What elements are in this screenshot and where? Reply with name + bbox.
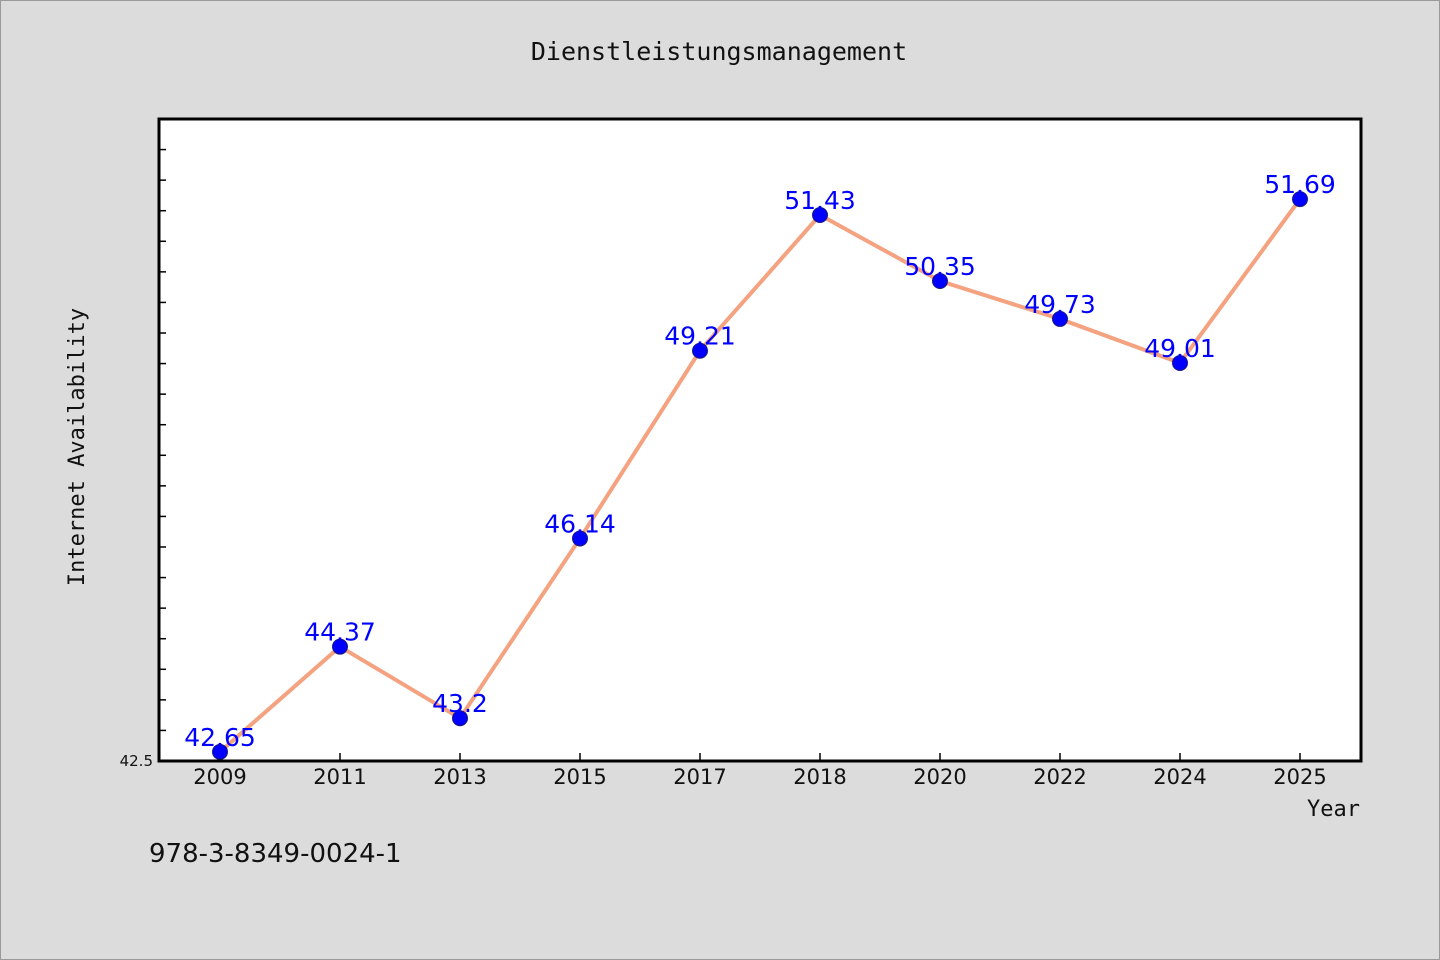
data-point	[572, 530, 588, 547]
x-tick-label: 2018	[793, 765, 846, 789]
data-point	[812, 206, 828, 223]
x-axis-label: Year	[1307, 797, 1360, 822]
data-label: 49.01	[1144, 334, 1216, 363]
x-tick-label: 2022	[1033, 765, 1086, 789]
series-layer: 42.65 44.37 43.2 46.14 49.21 51.43 50.35 49.73 4…	[184, 170, 1336, 760]
plot-border	[157, 117, 1363, 763]
x-tick-label: 2015	[553, 765, 606, 789]
data-label: 42.65	[184, 723, 256, 752]
data-point	[1052, 310, 1068, 327]
footnote-isbn: 978-3-8349-0024-1	[149, 839, 402, 869]
x-tick-label: 2024	[1153, 765, 1206, 789]
chart-title: Dienstleistungsmanagement	[531, 37, 907, 66]
data-label: 51.69	[1264, 170, 1336, 199]
data-point	[932, 273, 948, 290]
x-tick-label: 2025	[1273, 765, 1326, 789]
data-label: 50.35	[904, 252, 976, 281]
x-tick-label: 2013	[433, 765, 486, 789]
x-tick-label: 2011	[313, 765, 366, 789]
y-axis-label: Internet Availability	[65, 308, 90, 586]
plot-area	[159, 119, 1361, 761]
data-label: 49.21	[664, 322, 736, 351]
x-tick-label: 2009	[193, 765, 246, 789]
x-axis-ticks: 2009 2011 2013 2015 2017 2018 2020 2022 2024 2025	[193, 753, 1327, 789]
data-point	[1172, 354, 1188, 371]
data-point	[212, 743, 228, 760]
data-label: 49.73	[1024, 290, 1096, 319]
y-tick-label-min: 42.5	[120, 752, 153, 770]
data-point	[452, 710, 468, 727]
x-tick-label: 2020	[913, 765, 966, 789]
x-tick-label: 2017	[673, 765, 726, 789]
data-point	[332, 638, 348, 655]
data-label: 46.14	[544, 509, 616, 538]
data-label: 43.2	[432, 689, 488, 718]
data-label: 44.37	[304, 618, 376, 647]
data-label: 51.43	[784, 186, 856, 215]
series-line	[218, 197, 1302, 754]
data-point	[692, 342, 708, 359]
data-point	[1292, 191, 1308, 208]
